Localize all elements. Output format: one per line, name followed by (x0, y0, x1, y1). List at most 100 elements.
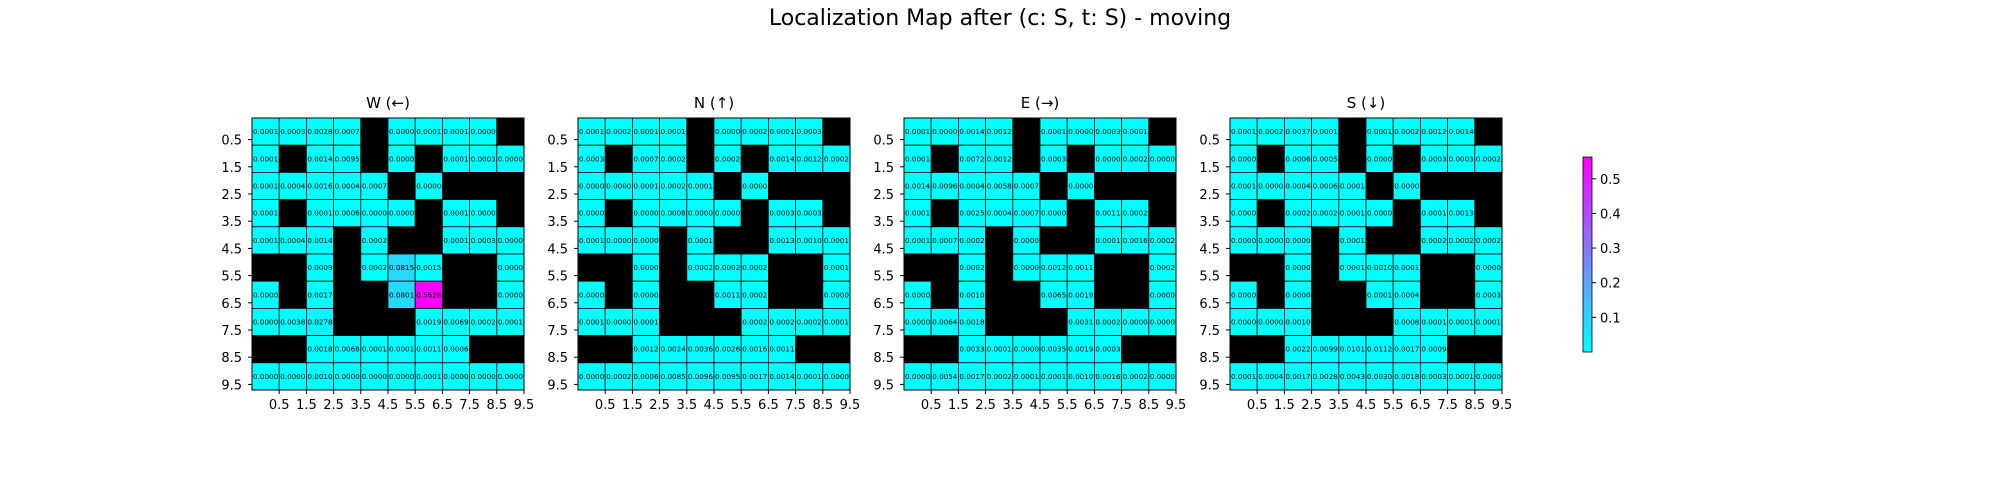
cell-value-label: 0.0001 (1231, 372, 1256, 381)
cell-value-label: 0.0001 (443, 154, 468, 163)
wall-cell (1392, 226, 1421, 255)
cell-value-label: 0.0002 (1313, 209, 1338, 218)
y-tick-label: 8.5 (547, 351, 568, 366)
cell-value-label: 0.0002 (742, 290, 767, 299)
probability-cell (1420, 307, 1449, 336)
cell-value-label: 0.0003 (797, 127, 822, 136)
cell-value-label: 0.0001 (1340, 236, 1365, 245)
probability-cell (360, 199, 389, 228)
probability-cell (1148, 253, 1177, 282)
wall-cell (740, 199, 769, 228)
wall-cell (659, 307, 688, 336)
cell-value-label: 0.0009 (1421, 345, 1447, 354)
probability-cell (740, 307, 769, 336)
probability-cell (1012, 199, 1041, 228)
wall-cell (387, 226, 416, 255)
probability-cell (1039, 253, 1068, 282)
cell-value-label: 0.0010 (797, 236, 823, 245)
cell-value-label: 0.0003 (471, 154, 496, 163)
cell-value-label: 0.0000 (606, 182, 632, 191)
probability-cell (305, 307, 334, 336)
probability-cell (930, 117, 959, 146)
probability-cell (659, 199, 688, 228)
x-tick-label: 0.5 (595, 398, 616, 413)
wall-cell (686, 280, 715, 309)
cell-value-label: 0.0001 (1449, 372, 1474, 381)
cell-value-label: 0.0001 (905, 209, 930, 218)
probability-cell (958, 335, 987, 364)
wall-cell (251, 335, 280, 364)
wall-cell (1311, 226, 1340, 255)
wall-cell (1420, 280, 1449, 309)
probability-cell (632, 362, 661, 391)
probability-cell (1365, 144, 1394, 173)
probability-cell (713, 280, 742, 309)
y-tick-label: 7.5 (547, 324, 568, 339)
cell-value-label: 0.0001 (579, 127, 604, 136)
probability-cell (1066, 280, 1095, 309)
y-tick-label: 9.5 (221, 378, 242, 393)
cell-value-label: 0.0002 (1095, 318, 1120, 327)
probability-cell (441, 335, 470, 364)
wall-cell (930, 253, 959, 282)
cell-value-label: 0.0000 (1476, 372, 1502, 381)
cell-value-label: 0.0001 (1367, 127, 1392, 136)
probability-cell (387, 144, 416, 173)
cell-value-label: 0.0001 (1367, 290, 1392, 299)
cell-value-label: 0.0000 (389, 154, 415, 163)
cell-value-label: 0.0000 (362, 372, 388, 381)
wall-cell (360, 144, 389, 173)
probability-cell (1392, 171, 1421, 200)
panel-title: W (←) (366, 94, 410, 112)
cell-value-label: 0.0018 (959, 318, 985, 327)
cell-value-label: 0.0072 (959, 154, 984, 163)
cell-value-label: 0.0001 (362, 345, 387, 354)
cell-value-label: 0.0004 (1258, 372, 1284, 381)
y-tick-label: 1.5 (1199, 161, 1220, 176)
y-tick-label: 7.5 (1199, 324, 1220, 339)
cell-value-label: 0.0001 (307, 209, 332, 218)
x-tick-label: 1.5 (948, 398, 969, 413)
probability-cell (1365, 117, 1394, 146)
wall-cell (795, 171, 824, 200)
y-tick-label: 1.5 (221, 161, 242, 176)
wall-cell (930, 280, 959, 309)
cell-value-label: 0.0003 (1476, 290, 1501, 299)
cell-value-label: 0.0001 (498, 318, 523, 327)
wall-cell (822, 171, 851, 200)
x-tick-label: 8.5 (812, 398, 833, 413)
cell-value-label: 0.0000 (253, 290, 279, 299)
cell-value-label: 0.0007 (1014, 182, 1039, 191)
wall-cell (1094, 253, 1123, 282)
cell-value-label: 0.0000 (1231, 209, 1257, 218)
wall-cell (1256, 253, 1285, 282)
cell-value-label: 0.0001 (633, 318, 658, 327)
cell-value-label: 0.0001 (633, 182, 658, 191)
wall-cell (768, 171, 797, 200)
wall-cell (333, 307, 362, 336)
cell-value-label: 0.0006 (633, 372, 659, 381)
cell-value-label: 0.0001 (443, 209, 468, 218)
probability-cell (1447, 362, 1476, 391)
x-tick-label: 5.5 (731, 398, 752, 413)
probability-cell (740, 280, 769, 309)
cell-value-label: 0.0001 (253, 236, 278, 245)
probability-cell (1284, 171, 1313, 200)
cell-value-label: 0.0000 (471, 209, 497, 218)
wall-cell (1066, 199, 1095, 228)
cell-value-label: 0.0000 (1367, 154, 1393, 163)
cell-value-label: 0.0001 (797, 372, 822, 381)
cell-value-label: 0.0001 (1421, 318, 1446, 327)
cell-value-label: 0.0001 (1231, 182, 1256, 191)
cell-value-label: 0.0001 (1394, 263, 1419, 272)
cell-value-label: 0.0002 (688, 263, 713, 272)
cell-value-label: 0.0000 (498, 154, 524, 163)
wall-cell (985, 253, 1014, 282)
wall-cell (469, 171, 498, 200)
cell-value-label: 0.0000 (443, 372, 469, 381)
probability-cell (414, 171, 443, 200)
y-tick-label: 0.5 (1199, 134, 1220, 149)
cell-value-label: 0.0002 (1394, 127, 1419, 136)
cell-value-label: 0.0006 (443, 345, 469, 354)
wall-cell (822, 199, 851, 228)
